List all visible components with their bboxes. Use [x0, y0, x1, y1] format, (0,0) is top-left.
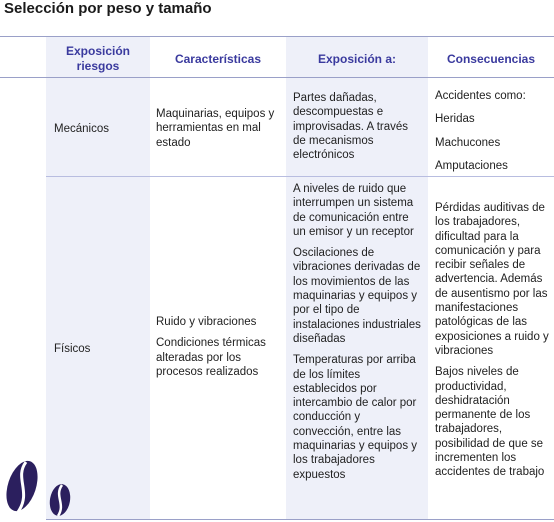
coffee-beans-icon — [6, 460, 71, 516]
risk-mecanicos: Mecánicos — [54, 123, 109, 135]
table-bottom-rule — [46, 519, 554, 520]
consequences-fisicos: Pérdidas auditivas de los trabajadores, … — [435, 201, 553, 487]
characteristics-text: Ruido y vibraciones — [156, 316, 257, 328]
consequence-item: Heridas — [435, 113, 475, 126]
header-risk: Exposición riesgos — [65, 44, 130, 73]
consequence-item: Accidentes como: — [435, 90, 526, 102]
characteristics-text: Condiciones térmicas alteradas por los p… — [156, 337, 266, 378]
consequence-item: Machucones — [435, 136, 501, 149]
exposure-text: Temperaturas por arriba de los límites e… — [293, 354, 418, 481]
characteristics-mecanicos: Maquinarias, equipos y herramientas en m… — [156, 107, 282, 150]
exposure-fisicos: A niveles de ruido que interrumpen un si… — [293, 182, 423, 489]
consequence-text: Bajos niveles de productividad, deshidra… — [435, 366, 545, 479]
risk-fisicos: Físicos — [54, 343, 91, 355]
exposure-mecanicos: Partes dañadas, descompuestas e improvis… — [293, 91, 423, 162]
exposure-text: Partes dañadas, descompuestas e improvis… — [293, 92, 409, 162]
consequence-item: Amputaciones — [435, 159, 508, 172]
row-separator — [46, 176, 554, 177]
exposure-text: A niveles de ruido que interrumpen un si… — [293, 183, 414, 238]
characteristics-fisicos: Ruido y vibraciones Condiciones térmicas… — [156, 315, 282, 386]
table-top-rule — [0, 36, 554, 37]
section-title: Selección por peso y tamaño — [4, 0, 212, 17]
header-characteristics: Características — [174, 52, 262, 66]
exposure-text: Oscilaciones de vibraciones derivadas de… — [293, 247, 421, 345]
column-shade-risk — [46, 78, 150, 520]
header-exposure: Exposición a: — [317, 52, 397, 66]
header-bottom-rule — [0, 77, 554, 78]
column-shade-exposure — [286, 78, 428, 520]
header-shade-exposure — [286, 37, 428, 77]
consequences-mecanicos: Accidentes como: Heridas Machucones Ampu… — [435, 89, 553, 182]
characteristics-text: Maquinarias, equipos y herramientas en m… — [156, 108, 275, 149]
header-shade-risk — [46, 37, 150, 77]
header-consequences: Consecuencias — [446, 52, 536, 66]
consequence-text: Pérdidas auditivas de los trabajadores, … — [435, 202, 549, 357]
